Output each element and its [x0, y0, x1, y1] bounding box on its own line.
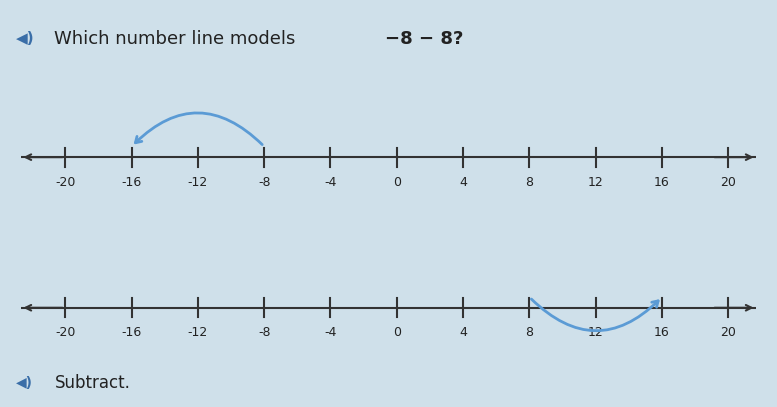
Text: 0: 0: [393, 176, 401, 189]
Text: 20: 20: [720, 176, 737, 189]
Text: 16: 16: [654, 326, 670, 339]
Text: ◀): ◀): [16, 31, 34, 46]
Text: 4: 4: [459, 326, 467, 339]
Text: -20: -20: [55, 326, 75, 339]
Text: -20: -20: [55, 176, 75, 189]
Text: 8: 8: [525, 176, 533, 189]
Text: −8 − 8?: −8 − 8?: [385, 30, 463, 48]
Text: -4: -4: [324, 176, 336, 189]
Text: 4: 4: [459, 176, 467, 189]
Text: -16: -16: [121, 176, 141, 189]
Text: -12: -12: [188, 176, 208, 189]
Text: 12: 12: [588, 326, 604, 339]
Text: -16: -16: [121, 326, 141, 339]
Text: 0: 0: [393, 326, 401, 339]
Text: 12: 12: [588, 176, 604, 189]
Text: 16: 16: [654, 176, 670, 189]
Text: -8: -8: [258, 176, 270, 189]
Text: -4: -4: [324, 326, 336, 339]
Text: -12: -12: [188, 326, 208, 339]
Text: -8: -8: [258, 326, 270, 339]
Text: Subtract.: Subtract.: [54, 374, 131, 392]
Text: 8: 8: [525, 326, 533, 339]
Text: Which number line models: Which number line models: [54, 30, 301, 48]
Text: ◀): ◀): [16, 376, 33, 389]
Text: 20: 20: [720, 326, 737, 339]
